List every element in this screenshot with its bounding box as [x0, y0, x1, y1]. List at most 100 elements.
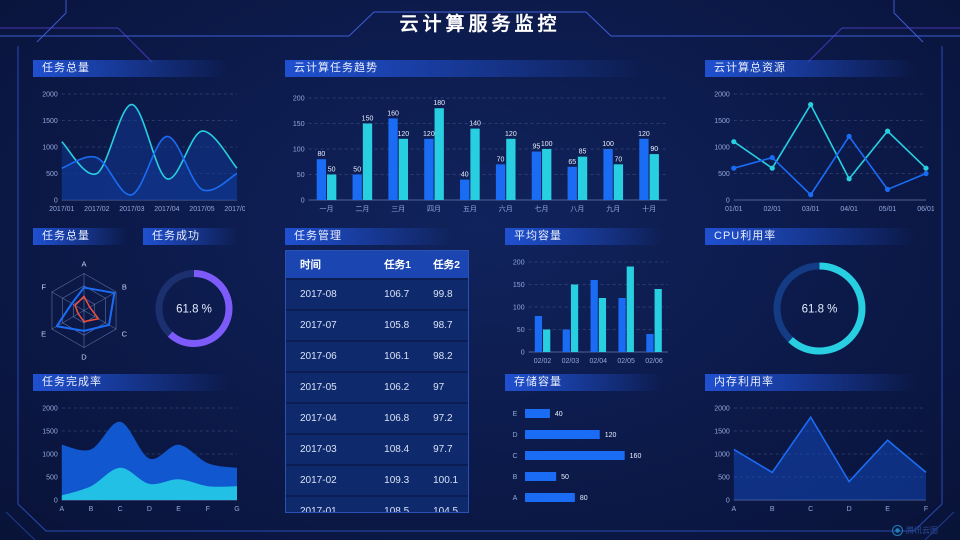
table-cell: 2017-07: [286, 310, 371, 342]
svg-text:04/01: 04/01: [840, 206, 858, 213]
svg-text:C: C: [512, 453, 517, 460]
svg-text:E: E: [176, 506, 181, 513]
svg-text:五月: 五月: [463, 205, 477, 213]
svg-text:C: C: [118, 506, 123, 513]
table-cell: 97: [419, 372, 468, 404]
panel-task-success: 任务成功 61.8 %: [143, 228, 245, 367]
panel-title-tasks-total: 任务总量: [33, 60, 245, 77]
table-row: 2017-04 106.8 97.2: [286, 403, 468, 435]
svg-text:2017/06: 2017/06: [224, 206, 245, 213]
svg-text:十月: 十月: [642, 204, 656, 213]
panel-title-task-success: 任务成功: [143, 228, 245, 245]
storage-capacity-hbar-chart: E 40 D 120 C 160 B 50 A 80: [512, 409, 642, 502]
panel-title-total-resources: 云计算总资源: [705, 60, 934, 77]
column-header: 时间: [286, 251, 371, 280]
svg-text:1500: 1500: [714, 429, 730, 436]
svg-text:02/04: 02/04: [590, 358, 608, 365]
svg-text:100: 100: [541, 141, 553, 148]
svg-text:50: 50: [328, 167, 336, 174]
svg-text:120: 120: [505, 131, 517, 138]
panel-title-cpu: CPU利用率: [705, 228, 934, 245]
svg-text:120: 120: [638, 131, 650, 138]
table-cell: 104.5: [419, 496, 468, 512]
panel-storage-capacity: 存储容量 E 40 D 120 C 160 B 50 A 80: [505, 374, 676, 515]
table-cell: 2017-08: [286, 279, 371, 311]
svg-text:120: 120: [423, 131, 435, 138]
table-cell: 105.8: [370, 310, 420, 342]
svg-text:0: 0: [726, 198, 730, 205]
svg-text:0: 0: [301, 198, 305, 205]
svg-text:E: E: [41, 329, 46, 338]
svg-text:150: 150: [362, 116, 374, 123]
table-row: 2017-05 106.2 97: [286, 372, 468, 404]
svg-text:200: 200: [513, 260, 525, 267]
svg-text:B: B: [513, 474, 518, 481]
table-cell: 97.2: [419, 403, 468, 435]
svg-text:三月: 三月: [391, 205, 405, 213]
svg-text:七月: 七月: [535, 204, 549, 213]
svg-text:2017/02: 2017/02: [84, 206, 109, 213]
svg-text:八月: 八月: [570, 205, 584, 213]
svg-text:120: 120: [398, 131, 410, 138]
svg-text:九月: 九月: [606, 204, 620, 213]
svg-text:1500: 1500: [714, 118, 730, 125]
svg-text:500: 500: [718, 171, 730, 178]
task-completion-area-chart: 0 500 1000 1500 2000 A B C D E F G: [42, 406, 240, 514]
svg-text:1000: 1000: [42, 452, 58, 459]
brand-logo-icon: [892, 525, 903, 536]
svg-text:02/03: 02/03: [562, 358, 580, 365]
panel-title-tasks-radar: 任务总量: [33, 228, 135, 245]
svg-text:01/01: 01/01: [725, 206, 743, 213]
svg-text:02/01: 02/01: [763, 206, 781, 213]
task-trend-bar-chart: 0 50 100 150 200 一月 二月 三月 四月 五月 六月 七月 八月 九月 十月 80 50 160 1…: [293, 96, 667, 213]
svg-text:02/05: 02/05: [617, 358, 635, 365]
table-row: 2017-07 105.8 98.7: [286, 310, 468, 342]
svg-text:65: 65: [568, 159, 576, 166]
svg-text:2000: 2000: [42, 92, 58, 99]
svg-text:50: 50: [297, 172, 305, 179]
panel-title-task-management: 任务管理: [285, 228, 467, 245]
memory-utilization-line-chart: 0 500 1000 1500 2000 A B C D E F: [714, 406, 928, 514]
svg-text:2017/05: 2017/05: [189, 206, 214, 213]
table-cell: 2017-05: [286, 372, 371, 404]
svg-text:C: C: [122, 329, 128, 338]
svg-text:1000: 1000: [42, 145, 58, 152]
table-cell: 2017-02: [286, 465, 371, 497]
svg-text:80: 80: [317, 151, 325, 158]
svg-text:1500: 1500: [42, 118, 58, 125]
svg-text:2000: 2000: [42, 406, 58, 413]
svg-text:0: 0: [54, 498, 58, 505]
svg-text:80: 80: [580, 495, 588, 502]
svg-text:2000: 2000: [714, 406, 730, 413]
svg-text:2000: 2000: [714, 92, 730, 99]
table-row: 2017-06 106.1 98.2: [286, 341, 468, 373]
task-table-header: 时间 任务1 任务2: [286, 251, 468, 280]
table-cell: 97.7: [419, 434, 468, 466]
svg-text:B: B: [770, 506, 775, 513]
table-cell: 2017-04: [286, 403, 371, 435]
panel-tasks-total-trend: 任务总量 0 500 1000 1500 2000 2017/01 2017/02 2017/…: [33, 60, 245, 215]
svg-text:2017/01: 2017/01: [49, 206, 74, 213]
table-cell: 100.1: [419, 465, 468, 497]
svg-text:F: F: [206, 506, 210, 513]
panel-tasks-radar: 任务总量 A B C D E F: [33, 228, 135, 367]
table-row: 2017-03 108.4 97.7: [286, 434, 468, 466]
svg-text:160: 160: [630, 453, 642, 460]
svg-text:2017/03: 2017/03: [119, 206, 144, 213]
svg-text:02/06: 02/06: [645, 358, 663, 365]
svg-text:70: 70: [615, 156, 623, 163]
table-cell: 2017-03: [286, 434, 371, 466]
svg-text:100: 100: [293, 147, 305, 154]
column-header: 任务2: [419, 251, 468, 280]
table-cell: 106.2: [370, 372, 420, 404]
panel-title-storage: 存储容量: [505, 374, 676, 391]
svg-text:500: 500: [46, 171, 58, 178]
svg-text:B: B: [122, 283, 127, 292]
svg-text:A: A: [81, 259, 86, 268]
panel-title-task-completion: 任务完成率: [33, 374, 245, 391]
svg-text:50: 50: [517, 327, 525, 334]
svg-text:E: E: [885, 506, 890, 513]
svg-text:D: D: [147, 506, 152, 513]
panel-cpu-utilization: CPU利用率 61.8 %: [705, 228, 934, 367]
